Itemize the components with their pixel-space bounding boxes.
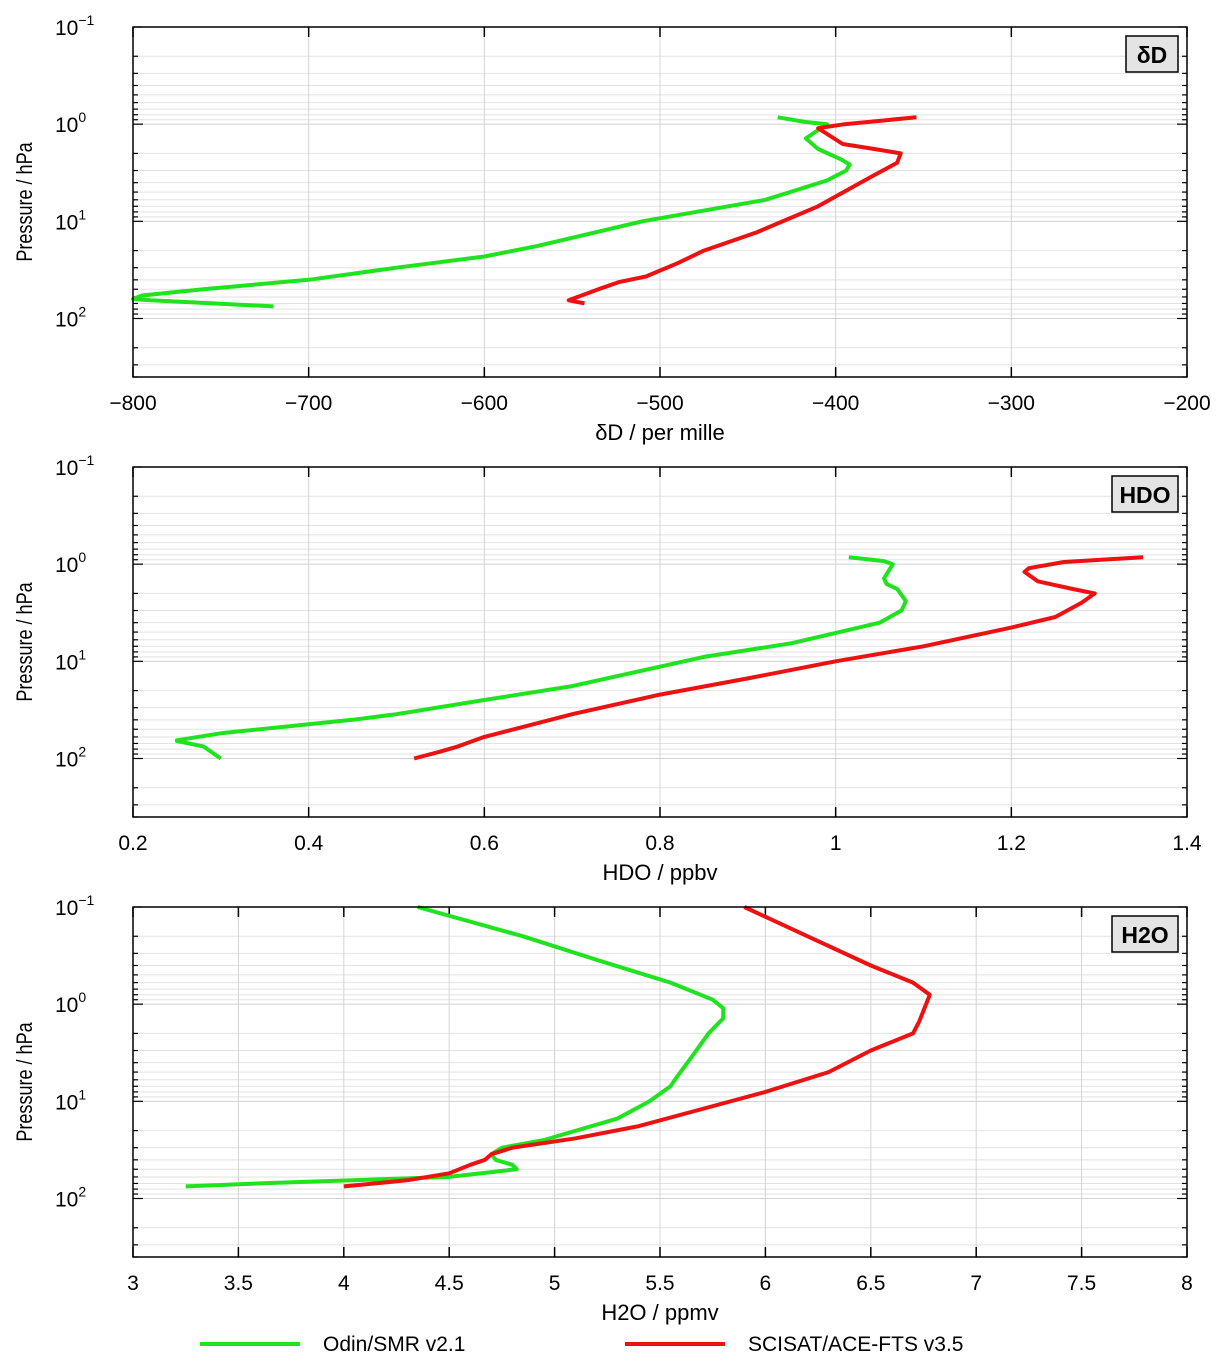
series-line-ace-fts: [413, 555, 1144, 761]
x-tick-label: 5: [549, 1272, 561, 1295]
x-tick-label: 5.5: [645, 1272, 674, 1295]
legend-label: Odin/SMR v2.1: [323, 1333, 465, 1356]
panel-tag-box: [1111, 915, 1179, 953]
grid: [132, 26, 1188, 378]
grid: [132, 906, 1188, 1258]
x-tick-label: 4: [338, 1272, 350, 1295]
y-tick-label: 10−1: [55, 892, 95, 920]
grid: [132, 466, 1188, 818]
series-line-odin-smr: [131, 115, 852, 309]
x-tick-label: 6: [760, 1272, 772, 1295]
x-tick-label: 1.2: [997, 832, 1026, 855]
y-tick-label: 10−1: [55, 12, 95, 40]
x-tick-label: 8: [1181, 1272, 1193, 1295]
ticks: [132, 906, 1188, 1258]
y-axis-label: Pressure / hPa: [13, 142, 37, 262]
series-line-odin-smr: [185, 905, 726, 1189]
y-tick-label: 102: [55, 743, 86, 771]
y-tick-label: 100: [55, 109, 86, 137]
x-tick-label: 7: [970, 1272, 982, 1295]
plot-frame: [132, 26, 1188, 378]
x-axis-label: H2O / ppmv: [601, 1300, 718, 1325]
panel-1: 0.2 0.4 0.6 0.8 1 1.2 1.4 10−1 100 101 102 Pressure…: [13, 452, 1202, 885]
x-tick-label: −300: [988, 392, 1035, 415]
y-tick-label: 10−1: [55, 452, 95, 480]
plot-frame: [132, 906, 1188, 1258]
series-group: [174, 555, 1144, 761]
x-tick-label: −500: [636, 392, 683, 415]
y-tick-label: 100: [55, 549, 86, 577]
panel-tag-label: δD: [1137, 42, 1168, 68]
panel-2: 3 3.5 4 4.5 5 5.5 6 6.5 7 7.5 8 10−1 100 101 102 Pressu…: [13, 892, 1192, 1325]
x-tick-label: 1.4: [1172, 832, 1202, 855]
y-tick-label: 101: [55, 206, 86, 234]
panel-0: −800 −700 −600 −500 −400 −300 −200 10−1 100 101 10…: [13, 12, 1210, 445]
x-tick-label: 7.5: [1067, 1272, 1096, 1295]
x-tick-label: −700: [285, 392, 332, 415]
series-group: [185, 905, 932, 1189]
series-line-odin-smr: [174, 555, 908, 761]
x-axis-label: HDO / ppbv: [603, 860, 718, 885]
x-tick-label: 0.2: [118, 832, 147, 855]
x-tick-label: 4.5: [435, 1272, 464, 1295]
y-tick-label: 102: [55, 1183, 86, 1211]
y-axis-label: Pressure / hPa: [13, 1022, 37, 1142]
x-tick-label: 0.6: [470, 832, 499, 855]
panel-tag-label: H2O: [1121, 922, 1168, 948]
y-tick-label: 100: [55, 989, 86, 1017]
x-tick-label: −200: [1163, 392, 1210, 415]
y-tick-label: 101: [55, 1086, 86, 1114]
series-line-ace-fts: [343, 905, 932, 1189]
panel-tag-box: [1125, 35, 1179, 73]
x-tick-label: 0.8: [645, 832, 674, 855]
x-tick-label: 3.5: [224, 1272, 253, 1295]
y-axis-label: Pressure / hPa: [13, 582, 37, 702]
x-tick-label: 3: [127, 1272, 139, 1295]
x-axis-label: δD / per mille: [595, 420, 725, 445]
legend: Odin/SMR v2.1 SCISAT/ACE-FTS v3.5: [200, 1333, 964, 1356]
x-tick-label: −400: [812, 392, 859, 415]
x-tick-label: −800: [109, 392, 156, 415]
series-group: [131, 115, 917, 309]
panel-tag-label: HDO: [1119, 482, 1170, 508]
x-tick-label: 0.4: [294, 832, 324, 855]
x-tick-label: 1: [830, 832, 842, 855]
panel-tag-box: [1111, 475, 1179, 513]
plot-frame: [132, 466, 1188, 818]
series-line-ace-fts: [566, 115, 917, 306]
x-tick-label: −600: [461, 392, 508, 415]
legend-label: SCISAT/ACE-FTS v3.5: [748, 1333, 964, 1356]
y-tick-label: 101: [55, 646, 86, 674]
y-tick-label: 102: [55, 303, 86, 331]
x-tick-label: 6.5: [856, 1272, 885, 1295]
